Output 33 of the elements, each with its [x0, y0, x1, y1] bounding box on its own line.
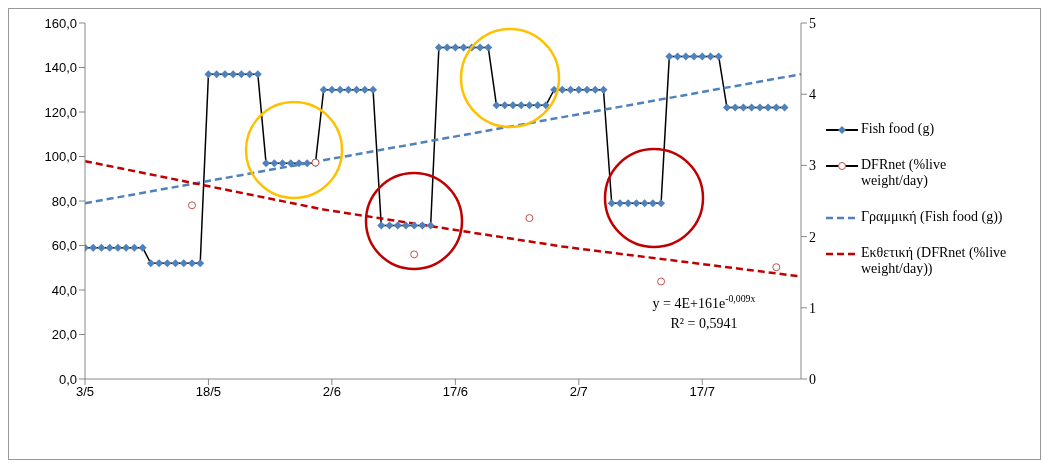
x-tick-label: 17/7 [689, 384, 715, 400]
y-tick-label: 0,0 [58, 371, 77, 387]
y-tick-label: 80,0 [51, 193, 77, 209]
y-tick-label: 20,0 [51, 327, 77, 343]
annotation: y = 4E+161e$^{-0,009x}$ [652, 293, 756, 311]
x-tick-label: 2/6 [322, 384, 341, 400]
y2-tick-label: 4 [809, 87, 816, 103]
x-tick-label: 18/5 [195, 384, 222, 400]
y2-tick-label: 2 [809, 229, 816, 245]
y-tick-label: 160,0 [44, 15, 77, 31]
y-tick-label: 100,0 [44, 149, 77, 165]
point [525, 214, 534, 223]
y2-tick-label: 3 [809, 158, 816, 174]
legend-label: Fish food (g) [861, 121, 935, 137]
legend-label: Γραμμική (Fish food (g)) [861, 209, 1003, 225]
y-tick-label: 140,0 [44, 60, 77, 76]
legend-label: Εκθετική (DFRnet (%live weight/day)) [861, 245, 1008, 277]
x-tick-label: 3/5 [75, 384, 95, 400]
x-tick-label: 17/6 [442, 384, 468, 400]
y2-tick-label: 0 [809, 371, 816, 387]
legend-label: DFRnet (%live weight/day) [861, 157, 948, 189]
y2-tick-label: 5 [809, 15, 816, 31]
line-series [85, 159, 801, 278]
y-tick-label: 60,0 [51, 238, 77, 254]
y-tick-label: 40,0 [51, 282, 77, 298]
y-tick-label: 120,0 [44, 104, 77, 120]
y2-tick-label: 1 [809, 300, 816, 316]
point [657, 277, 666, 286]
x-tick-label: 2/7 [569, 384, 588, 400]
point [410, 250, 419, 259]
point [772, 263, 781, 272]
annotation: R² = 0,5941 [670, 315, 738, 331]
point [187, 201, 196, 210]
